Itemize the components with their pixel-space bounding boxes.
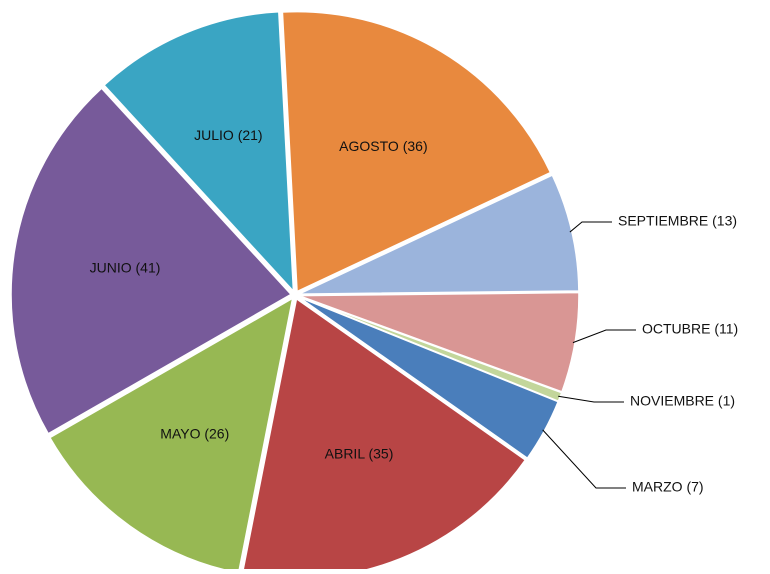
pie-slice — [298, 296, 560, 460]
pie-slice — [10, 87, 293, 435]
data-label: MAYO (26) — [160, 425, 229, 441]
pie-slice — [241, 297, 527, 574]
data-label: MARZO (7) — [632, 479, 704, 495]
data-label: NOVIEMBRE (1) — [630, 393, 735, 409]
data-label: OCTUBRE (11) — [642, 321, 738, 337]
data-label: SEPTIEMBRE (13) — [618, 213, 737, 229]
leader-line — [542, 429, 626, 489]
data-label: AGOSTO (36) — [339, 138, 427, 154]
pie-slice — [48, 296, 294, 574]
leader-line — [569, 221, 612, 233]
data-label: JUNIO (41) — [90, 259, 161, 275]
data-label: ABRIL (35) — [325, 445, 394, 461]
pie-slice — [298, 174, 580, 295]
leader-line — [558, 395, 624, 403]
data-label: JULIO (21) — [194, 127, 262, 143]
pie-slice — [102, 10, 295, 294]
leader-line — [572, 329, 636, 344]
pie-slice — [281, 10, 552, 293]
pie-slice — [298, 291, 580, 393]
